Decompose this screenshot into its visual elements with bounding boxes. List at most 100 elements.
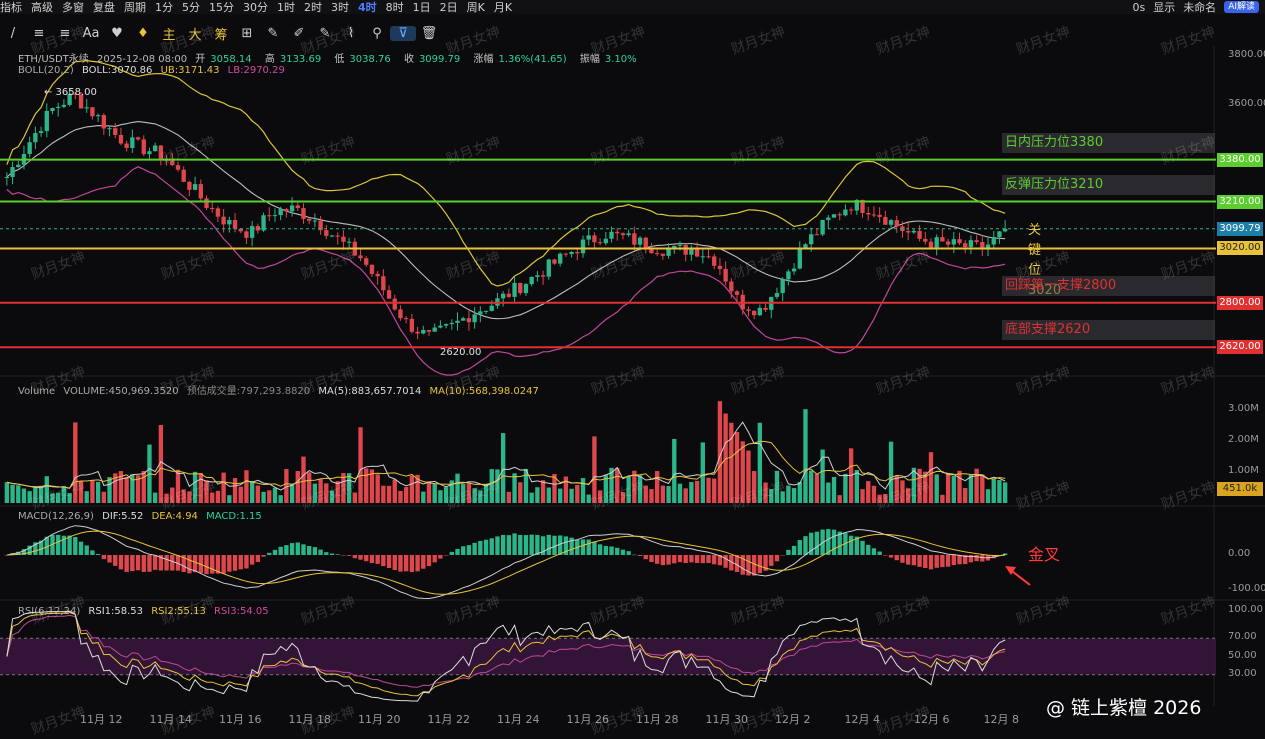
tool-16[interactable]: 🗑 (420, 25, 438, 41)
volume-bar (204, 480, 209, 503)
tool-11[interactable]: ✐ (293, 25, 305, 41)
topbar-right-item-1[interactable]: 显示 (1153, 1, 1176, 14)
macd-bar (432, 555, 437, 563)
candle-body (945, 241, 951, 245)
volume-bar (620, 492, 626, 503)
menu-item-6[interactable]: 5分 (182, 1, 200, 14)
menu-item-7[interactable]: 15分 (209, 1, 234, 14)
ohlc-legend: ETH/USDT永续 2025-12-08 08:00 开 3058.14 高 31… (18, 50, 647, 65)
macd-bar (50, 534, 55, 555)
candle-body (426, 329, 432, 332)
tool-1[interactable]: ≡ (33, 25, 45, 41)
volume-bar (489, 469, 494, 503)
macd-bar (683, 555, 688, 564)
tool-4[interactable]: ♥ (111, 25, 123, 41)
x-axis-label-10: 12月 2 (775, 713, 811, 726)
candle-body (1002, 228, 1008, 232)
volume-bar (38, 485, 44, 503)
tool-9[interactable]: ⊞ (241, 25, 253, 41)
macd-bar (409, 555, 415, 573)
volume-bar (27, 491, 32, 503)
volume-bar (415, 474, 420, 503)
menu-item-1[interactable]: 高级 (31, 1, 53, 14)
macd-bar (529, 534, 534, 555)
menu-item-0[interactable]: 指标 (0, 1, 22, 14)
tool-14[interactable]: ⚲ (372, 25, 382, 41)
menu-item-17[interactable]: 月K (493, 1, 513, 14)
volume-bar (409, 475, 415, 503)
tool-13[interactable]: ⌇ (347, 25, 355, 41)
open-label: 开 (195, 54, 206, 65)
macd-bar (113, 555, 118, 566)
candle-body (877, 214, 882, 217)
volume-bar (307, 472, 312, 503)
macd-bar (381, 555, 386, 567)
x-axis-label-3: 11月 18 (288, 713, 332, 726)
boll-mid-line (6, 121, 1006, 320)
macd-axis-label-1: -100.00 (1228, 583, 1265, 594)
macd-bar (221, 555, 226, 574)
tool-2[interactable]: ≡ (59, 25, 71, 41)
candle-body (580, 239, 586, 254)
macd-bar (175, 555, 181, 571)
x-axis-label-13: 12月 8 (983, 713, 1020, 726)
menu-item-5[interactable]: 1分 (155, 1, 173, 14)
rsi1-line (6, 610, 1006, 702)
candle-body (289, 205, 295, 212)
volume-bar (267, 490, 272, 503)
candle-body (158, 145, 164, 159)
macd-bar (227, 555, 232, 572)
candle-body (33, 133, 38, 143)
tool-6[interactable]: 主 (162, 27, 176, 43)
candle-body (198, 184, 203, 199)
tool-3[interactable]: Aa (82, 25, 100, 41)
topbar-right-item-0[interactable]: 0s (1132, 0, 1146, 14)
candle-body (500, 293, 506, 299)
menu-item-10[interactable]: 2时 (304, 1, 322, 14)
level-label-0: 日内压力位3380 (1002, 132, 1215, 153)
macd-bar (558, 535, 563, 555)
menu-item-3[interactable]: 复盘 (93, 1, 115, 14)
candle-body (341, 236, 346, 242)
topbar-right-item-2[interactable]: 未命名 (1183, 1, 1217, 14)
candle-body (603, 238, 608, 244)
macd-bar (478, 540, 483, 555)
macd-bar (301, 544, 306, 555)
tool-8[interactable]: 筹 (214, 27, 228, 43)
menu-item-13[interactable]: 8时 (385, 1, 404, 14)
candle-body (540, 275, 546, 277)
menu-item-8[interactable]: 30分 (243, 1, 268, 14)
menu-item-14[interactable]: 1日 (412, 1, 431, 14)
tool-7[interactable]: 大 (188, 27, 202, 43)
macd-bar (495, 536, 500, 555)
macd-bar (147, 555, 152, 572)
menu-item-2[interactable]: 多窗 (62, 1, 84, 14)
menu-item-15[interactable]: 2日 (439, 1, 458, 14)
price-axis-label-0: 3800.00 (1228, 48, 1265, 60)
menu-item-4[interactable]: 周期 (124, 1, 146, 14)
macd-bar (769, 555, 774, 566)
topbar-right-item-3[interactable]: AI解读 (1224, 1, 1259, 13)
macd-bar (626, 551, 631, 555)
candle-body (181, 169, 186, 182)
volume-bar (866, 481, 871, 503)
macd-bar (848, 535, 854, 555)
macd-bar (181, 555, 186, 573)
volume-bar (301, 456, 306, 503)
candle-body (324, 230, 329, 236)
tool-0[interactable]: / (10, 25, 16, 41)
tool-5[interactable]: ♦ (137, 25, 149, 41)
tool-12[interactable]: ✎ (319, 25, 331, 41)
boll-legend: BOLL(20,2) BOLL:3070.86 UB:3171.43 LB:29… (18, 65, 290, 76)
volume-bar (957, 470, 962, 503)
tool-10[interactable]: ✎ (267, 25, 279, 41)
tool-15[interactable]: ⊽ (390, 25, 416, 41)
amplitude-value: 3.10% (604, 54, 637, 65)
candle-body (814, 234, 820, 236)
menu-item-11[interactable]: 3时 (331, 1, 349, 14)
menu-item-12[interactable]: 4时 (358, 1, 377, 14)
volume-bar (375, 474, 380, 503)
menu-item-16[interactable]: 周K (466, 1, 485, 14)
menu-item-9[interactable]: 1时 (277, 1, 295, 14)
